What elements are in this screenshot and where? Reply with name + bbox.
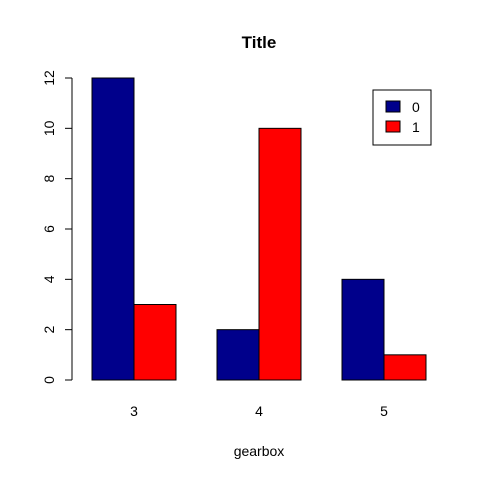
bars — [91, 77, 427, 381]
legend-box — [372, 89, 432, 146]
y-tick-label: 10 — [41, 120, 57, 136]
chart-title: Title — [242, 33, 277, 52]
legend: 01 — [372, 89, 432, 146]
x-tick-label: 4 — [255, 403, 263, 419]
y-tick-label: 4 — [41, 275, 57, 283]
x-axis-label: gearbox — [234, 443, 285, 459]
y-tick-label: 8 — [41, 175, 57, 183]
x-tick-labels: 3 4 5 — [130, 403, 388, 419]
bar-3-series-1 — [133, 304, 177, 381]
bar-5-series-0 — [341, 278, 385, 381]
y-tick-label: 6 — [41, 225, 57, 233]
bar-3-series-0 — [91, 77, 135, 381]
bar-5-series-1 — [383, 354, 427, 381]
y-tick-label: 12 — [41, 70, 57, 86]
legend-label-0: 0 — [412, 99, 420, 115]
bar-4-series-1 — [258, 127, 302, 381]
x-tick-label: 5 — [380, 403, 388, 419]
y-tick-label: 2 — [41, 326, 57, 334]
y-ticks: 0 2 4 6 8 10 12 — [41, 70, 72, 384]
legend-swatch-0 — [385, 100, 401, 113]
legend-label-1: 1 — [412, 119, 420, 135]
legend-swatch-1 — [385, 120, 401, 133]
bar-4-series-0 — [216, 329, 260, 381]
y-axis: 0 2 4 6 8 10 12 — [41, 70, 73, 384]
y-tick-label: 0 — [41, 376, 57, 384]
x-tick-label: 3 — [130, 403, 138, 419]
